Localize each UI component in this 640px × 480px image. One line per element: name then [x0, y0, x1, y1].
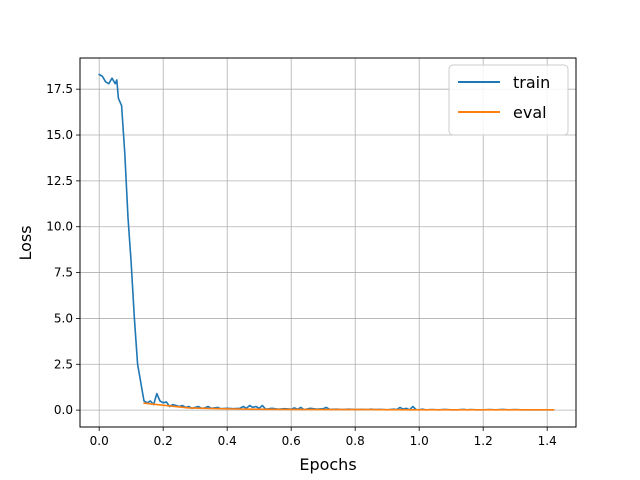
x-tick-label: 0.6 [282, 434, 301, 448]
x-tick-label: 0.4 [218, 434, 237, 448]
x-tick-label: 0.8 [346, 434, 365, 448]
y-tick-label: 0.0 [54, 403, 73, 417]
y-tick-label: 7.5 [54, 266, 73, 280]
y-tick-label: 12.5 [46, 174, 73, 188]
y-tick-label: 5.0 [54, 311, 73, 325]
x-tick-label: 1.2 [474, 434, 493, 448]
x-axis-ticks: 0.0 0.2 0.4 0.6 0.8 1.0 1.2 1.4 [90, 427, 557, 448]
y-tick-label: 17.5 [46, 82, 73, 96]
x-tick-label: 1.4 [538, 434, 557, 448]
plot-frame [79, 57, 577, 428]
x-tick-label: 0.2 [154, 434, 173, 448]
y-axis-label: Loss [16, 225, 35, 260]
x-axis-label: Epochs [299, 455, 356, 474]
series-line-eval [143, 402, 555, 411]
y-axis-ticks: 0.0 2.5 5.0 7.5 10.0 12.5 15.0 17.5 [46, 82, 80, 417]
legend: train eval [448, 64, 569, 136]
grid-lines [80, 58, 576, 427]
x-tick-label: 0.0 [90, 434, 109, 448]
x-tick-label: 1.0 [410, 434, 429, 448]
y-tick-label: 15.0 [46, 128, 73, 142]
y-tick-label: 10.0 [46, 220, 73, 234]
legend-train-label: train [513, 73, 550, 92]
legend-eval-label: eval [513, 103, 547, 122]
series-layer [98, 73, 555, 411]
y-tick-label: 2.5 [54, 357, 73, 371]
